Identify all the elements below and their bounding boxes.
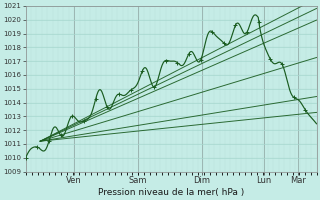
X-axis label: Pression niveau de la mer( hPa ): Pression niveau de la mer( hPa ) bbox=[98, 188, 244, 197]
